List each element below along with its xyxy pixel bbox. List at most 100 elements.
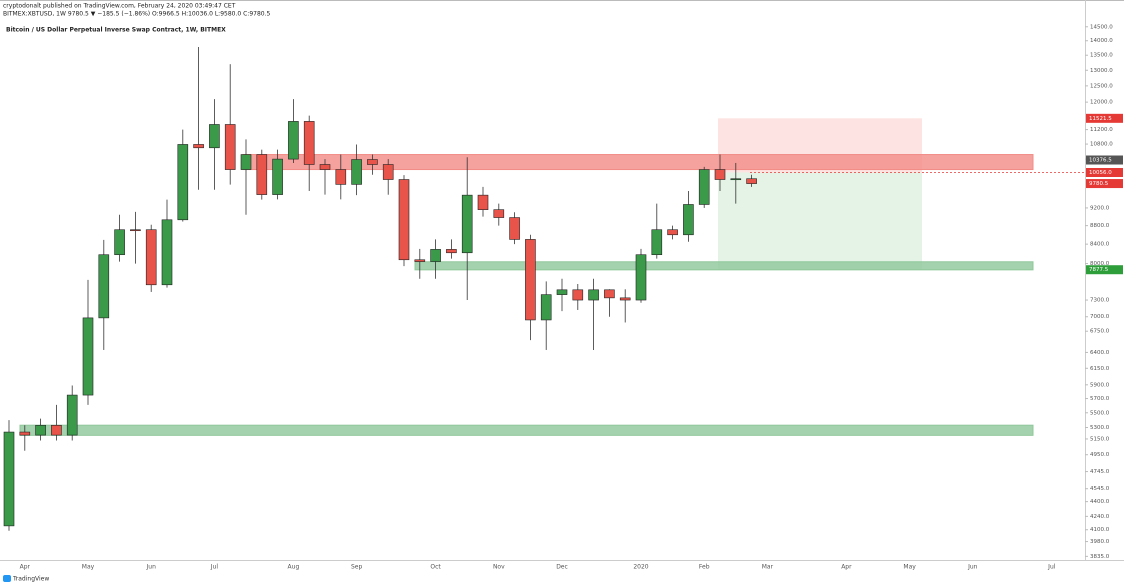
y-tick-label: 4240.0: [1090, 514, 1110, 520]
x-tick-label: Feb: [699, 564, 710, 571]
symbol-line: BITMEX:XBTUSD, 1W 9780.5 ▼ −185.5 (−1.86…: [3, 11, 270, 18]
candle-body: [604, 289, 615, 299]
y-tick-label: 4400.0: [1090, 499, 1110, 505]
candle-body: [209, 124, 220, 149]
y-tick-label: 3980.0: [1090, 539, 1110, 545]
candle-body: [98, 254, 110, 319]
y-tick-label: 4745.0: [1090, 469, 1110, 475]
publisher: cryptodonalt published on TradingView.co…: [3, 3, 236, 10]
candle-body: [730, 178, 742, 181]
candle-body: [272, 158, 283, 195]
candle-body: [635, 254, 647, 301]
x-tick-label: Aug: [288, 564, 300, 571]
candle-body: [430, 249, 441, 262]
candle-body: [256, 154, 268, 195]
candle-body: [19, 431, 31, 436]
y-tick-label: 10800.0: [1090, 142, 1113, 148]
candle-body: [540, 294, 552, 321]
candle-body: [114, 229, 125, 256]
y-tick-label: 8400.0: [1090, 242, 1110, 248]
candle-body: [367, 159, 378, 165]
candle-body: [398, 179, 410, 261]
candle-body: [351, 159, 362, 185]
candle-body: [414, 259, 426, 262]
price-label: 10376.5: [1089, 158, 1112, 164]
candle-body: [556, 289, 568, 295]
x-tick-label: Apr: [20, 564, 31, 571]
x-tick-label: Oct: [430, 564, 441, 571]
y-tick-label: 4950.0: [1090, 452, 1110, 458]
y-tick-label: 3835.0: [1090, 554, 1110, 560]
candle-body: [683, 204, 694, 236]
y-tick-label: 7300.0: [1090, 298, 1110, 304]
candle-body: [493, 209, 505, 218]
x-tick-label: May: [82, 564, 95, 571]
price-label: 9780.5: [1089, 181, 1109, 187]
candle-body: [714, 169, 726, 180]
x-tick-label: Nov: [493, 564, 505, 571]
y-tick-label: 4100.0: [1090, 527, 1110, 533]
y-tick-label: 5700.0: [1090, 396, 1110, 402]
price-label-box: [1086, 179, 1123, 189]
x-tick-label: Jul: [1047, 564, 1056, 571]
y-tick-label: 11200.0: [1090, 127, 1113, 133]
x-tick-label: Dec: [556, 564, 568, 571]
candle-body: [446, 249, 457, 254]
price-label-box: [1086, 168, 1123, 178]
y-tick-label: 6400.0: [1090, 350, 1110, 356]
zone: [19, 424, 1034, 436]
logo: [3, 575, 11, 582]
candle-body: [509, 217, 520, 240]
candle-body: [193, 144, 204, 149]
candle-body: [667, 229, 678, 236]
y-tick-label: 5150.0: [1090, 436, 1110, 442]
candle-body: [461, 194, 473, 254]
candle-body: [303, 121, 315, 165]
candle-body: [240, 154, 252, 170]
x-tick-label: Jun: [967, 564, 978, 571]
x-tick-label: Apr: [841, 564, 852, 571]
y-tick-label: 6150.0: [1090, 366, 1110, 372]
candle-body: [525, 239, 536, 321]
candle-body: [51, 424, 62, 436]
candle-body: [35, 424, 46, 436]
candle-body: [572, 289, 584, 301]
price-label: 11521.5: [1089, 116, 1112, 122]
x-tick-label: Sep: [351, 564, 363, 571]
candle-body: [619, 297, 631, 301]
y-tick-label: 14500.0: [1090, 24, 1113, 30]
price-label-box: [1086, 113, 1123, 123]
y-tick-label: 8000.0: [1090, 261, 1110, 267]
y-tick-label: 12000.0: [1090, 100, 1113, 106]
zone: [414, 261, 1034, 271]
y-tick-label: 5300.0: [1090, 425, 1110, 431]
candle-body: [3, 431, 15, 527]
candle-body: [177, 144, 189, 221]
y-tick-label: 12500.0: [1090, 83, 1113, 89]
y-tick-label: 14000.0: [1090, 38, 1113, 44]
candle-body: [651, 229, 663, 256]
price-label: 10056.0: [1089, 170, 1112, 176]
y-tick-label: 13000.0: [1090, 68, 1113, 74]
y-tick-label: 8800.0: [1090, 223, 1110, 229]
candle-body: [161, 219, 173, 286]
candle-body: [746, 178, 757, 184]
price-label-box: [1086, 155, 1123, 165]
candle-body: [130, 229, 141, 232]
candle-body: [145, 229, 157, 286]
candle-body: [588, 289, 599, 301]
candle-body: [382, 164, 394, 180]
candle-body: [335, 169, 347, 185]
y-tick-label: 5500.0: [1090, 410, 1110, 416]
price-label-box: [1086, 265, 1123, 275]
y-tick-label: 5900.0: [1090, 382, 1110, 388]
candle-body: [224, 124, 236, 170]
candle-body: [698, 169, 710, 205]
x-tick-label: 2020: [633, 564, 648, 571]
y-tick-label: 9200.0: [1090, 205, 1110, 211]
candle-body: [477, 194, 489, 210]
x-tick-label: Jun: [146, 564, 157, 571]
y-tick-label: 6750.0: [1090, 329, 1110, 335]
